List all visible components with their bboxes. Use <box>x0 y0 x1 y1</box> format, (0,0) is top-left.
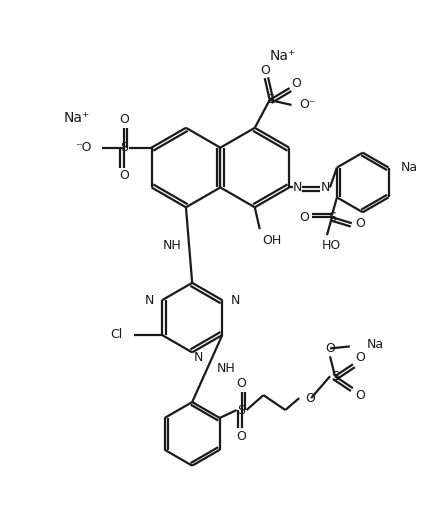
Text: O: O <box>305 391 315 405</box>
Text: O: O <box>236 430 247 443</box>
Text: N: N <box>320 181 330 194</box>
Text: O: O <box>355 217 365 230</box>
Text: S: S <box>120 141 128 154</box>
Text: ⁻O: ⁻O <box>76 141 92 154</box>
Text: NH: NH <box>217 362 236 375</box>
Text: NH: NH <box>162 239 181 251</box>
Text: N: N <box>293 181 302 194</box>
Text: OH: OH <box>263 234 282 246</box>
Text: S: S <box>238 404 246 416</box>
Text: S: S <box>331 370 339 383</box>
Text: O: O <box>299 211 309 224</box>
Text: O: O <box>236 377 247 390</box>
Text: O: O <box>260 64 270 77</box>
Text: O: O <box>119 114 129 126</box>
Text: S: S <box>266 94 274 106</box>
Text: N: N <box>145 294 154 307</box>
Text: N: N <box>230 294 240 307</box>
Text: O⁻: O⁻ <box>300 98 316 111</box>
Text: N: N <box>194 351 204 364</box>
Text: O: O <box>355 388 365 402</box>
Text: O: O <box>355 351 365 364</box>
Text: Na: Na <box>400 161 418 174</box>
Text: Na⁺: Na⁺ <box>270 49 296 63</box>
Text: O: O <box>325 342 335 355</box>
Text: Cl: Cl <box>110 328 122 342</box>
Text: O: O <box>292 76 301 90</box>
Text: HO: HO <box>322 239 341 251</box>
Text: O: O <box>119 169 129 182</box>
Text: S: S <box>328 211 336 224</box>
Text: Na: Na <box>367 338 384 351</box>
Text: Na⁺: Na⁺ <box>64 111 90 125</box>
